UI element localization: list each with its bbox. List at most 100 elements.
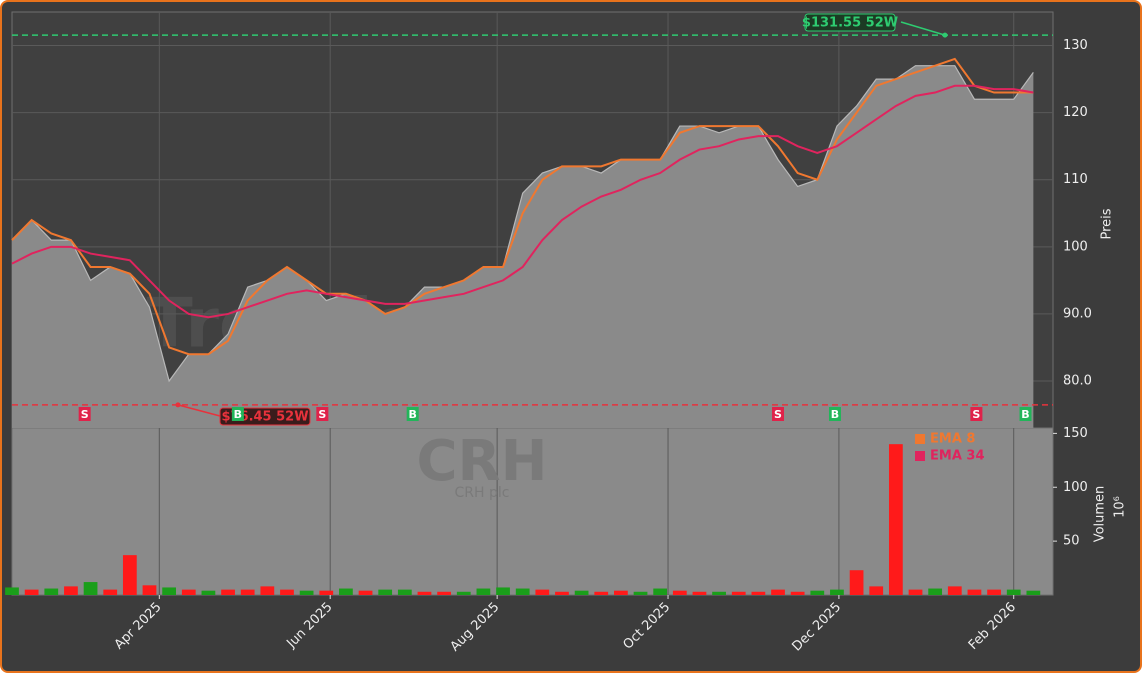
volume-bar — [614, 590, 628, 595]
axis-multiplier: 10⁶ — [1113, 496, 1128, 518]
y-tick-label: 110 — [1063, 172, 1088, 187]
signal-marker — [970, 407, 983, 421]
52w-low-arrow — [177, 404, 221, 417]
volume-bar — [142, 585, 157, 595]
y-tick-label: 80.0 — [1063, 374, 1092, 389]
volume-bar — [1006, 589, 1021, 595]
x-tick-label: Feb 2026 — [966, 600, 1019, 653]
x-tick-label: Apr 2025 — [112, 600, 165, 653]
signal-label: B — [408, 408, 416, 421]
y-tick-label: 100 — [1063, 480, 1088, 495]
x-tick-label: Oct 2025 — [621, 600, 674, 653]
volume-bar — [1026, 590, 1041, 595]
volume-bar — [751, 591, 766, 595]
volume-bar — [397, 589, 412, 595]
volume-bar — [888, 444, 903, 595]
volume-bar — [103, 589, 118, 595]
52w-high-box — [804, 13, 896, 32]
volume-bar — [908, 589, 923, 595]
volume-bar — [849, 570, 864, 595]
y-tick-label: 90.0 — [1063, 306, 1092, 321]
company-watermark: CRH plc — [455, 485, 510, 501]
series-line — [11, 57, 1034, 356]
signal-label: B — [234, 408, 242, 421]
volume-bar — [260, 586, 275, 595]
volume-bar — [594, 591, 609, 595]
volume-bar — [221, 589, 235, 595]
volume-bar — [476, 588, 491, 595]
x-tick-label: Dec 2025 — [789, 600, 844, 655]
volume-bar — [712, 591, 726, 595]
signal-label: B — [831, 408, 839, 421]
signal-label: B — [1021, 408, 1029, 421]
volume-bar — [515, 588, 530, 595]
signal-label: S — [972, 408, 980, 421]
legend-swatch — [915, 434, 925, 444]
volume-bar — [496, 587, 510, 595]
52w-high-arrow — [900, 21, 946, 36]
volume-bar — [181, 589, 196, 595]
ticker-watermark: CRH — [416, 429, 547, 494]
volume-bar — [358, 590, 373, 595]
volume-bar — [437, 591, 451, 595]
volume-bar — [299, 590, 314, 595]
volume-bar — [987, 589, 1001, 595]
volume-bar — [44, 588, 59, 595]
volume-bar — [574, 590, 589, 595]
legend-label: EMA 34 — [930, 449, 985, 464]
volume-bar — [731, 591, 746, 595]
x-tick-label: Jun 2025 — [284, 600, 336, 652]
volume-bar — [535, 589, 550, 595]
volume-bar — [967, 589, 982, 595]
volume-bar — [5, 587, 19, 595]
signal-marker — [772, 407, 785, 421]
volume-bar — [653, 588, 668, 595]
volume-bar — [417, 591, 432, 595]
volume-bar — [83, 582, 98, 595]
volume-bar — [280, 589, 294, 595]
y-tick-label: 120 — [1063, 105, 1088, 120]
volume-bar — [319, 590, 334, 595]
signal-marker — [828, 407, 841, 421]
52w-high-label: $131.55 52W — [802, 16, 898, 31]
volume-bar — [201, 590, 216, 595]
volume-bar — [633, 591, 648, 595]
y-tick-label: 50 — [1063, 534, 1080, 549]
signal-marker — [406, 407, 419, 421]
signal-label: S — [318, 408, 326, 421]
volume-bar — [947, 586, 962, 595]
volume-bar — [692, 591, 707, 595]
signal-marker — [1019, 407, 1032, 421]
volume-bar — [162, 587, 177, 595]
volume-bar — [830, 589, 844, 595]
volume-bar — [456, 591, 471, 595]
signal-label: S — [774, 408, 782, 421]
volume-bar — [928, 588, 943, 595]
y-axis-label: Preis — [1100, 208, 1115, 239]
volume-bar — [64, 586, 78, 595]
price-area — [12, 65, 1034, 428]
signal-marker — [316, 407, 329, 421]
volume-bar — [771, 589, 785, 595]
x-tick-label: Aug 2025 — [448, 600, 503, 655]
y-axis-label: Volumen — [1093, 486, 1108, 543]
volume-bar — [24, 589, 39, 595]
volume-bar — [810, 590, 825, 595]
volume-bar — [869, 586, 884, 595]
legend-label: EMA 8 — [930, 432, 975, 447]
volume-panel — [11, 427, 1054, 596]
y-tick-label: 100 — [1063, 239, 1088, 254]
volume-bar — [672, 590, 687, 595]
volume-bar — [790, 591, 805, 595]
y-tick-label: 150 — [1063, 426, 1088, 441]
y-tick-label: 130 — [1063, 38, 1088, 53]
signal-marker — [231, 407, 244, 421]
volume-bar — [122, 555, 137, 595]
volume-bar — [555, 591, 569, 595]
volume-bar — [378, 589, 393, 595]
series-line — [11, 84, 1034, 319]
volume-bar — [240, 589, 255, 595]
signal-label: S — [81, 408, 89, 421]
